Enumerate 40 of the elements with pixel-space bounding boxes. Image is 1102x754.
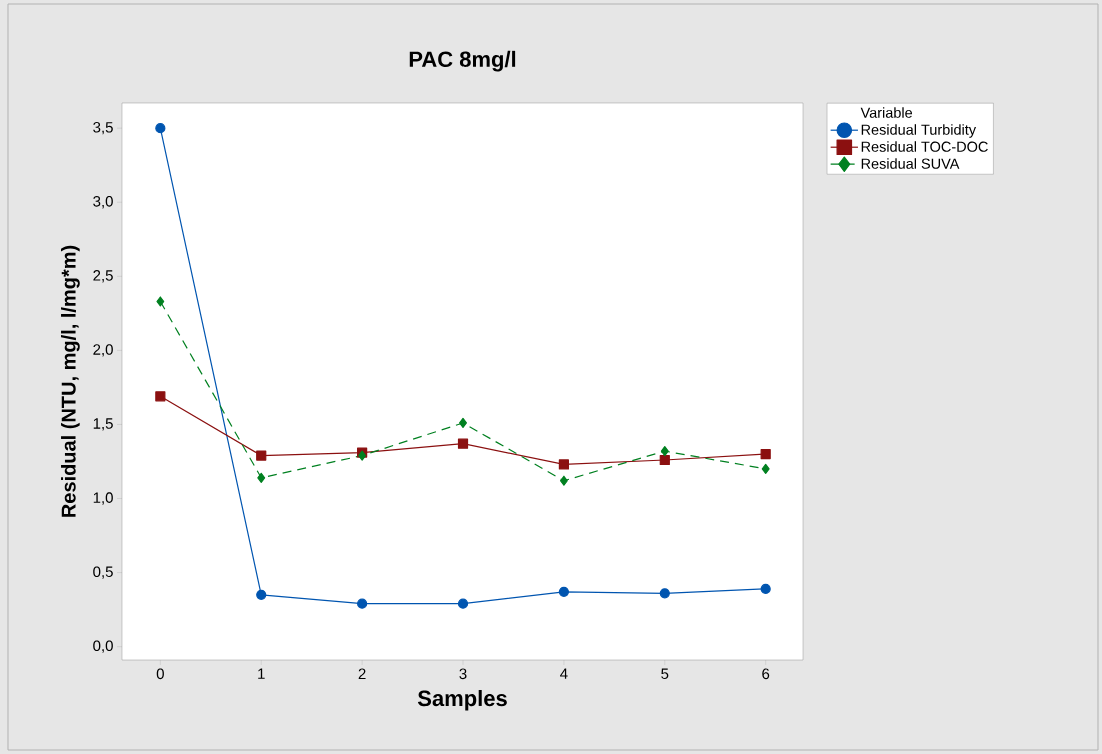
- x-tick-label: 6: [762, 668, 770, 680]
- legend-label: Residual Turbidity: [861, 124, 977, 138]
- point: [156, 296, 165, 307]
- point: [558, 586, 570, 597]
- y-axis-title: Residual (NTU, mg/l, l/mg*m): [61, 245, 80, 517]
- point: [559, 475, 568, 486]
- x-tick-label: 3: [459, 668, 467, 680]
- point: [760, 448, 771, 460]
- point: [257, 472, 266, 483]
- y-tick-label: 2,0: [93, 344, 113, 357]
- chart-title: PAC 8mg/l: [409, 50, 516, 72]
- point: [155, 391, 166, 402]
- x-axis-title: Samples: [417, 689, 507, 711]
- point: [457, 598, 469, 609]
- legend-label: Residual TOC-DOC: [861, 141, 988, 152]
- point: [659, 454, 670, 466]
- x-tick-label: 5: [661, 668, 669, 679]
- y-tick-label: 0,0: [93, 640, 113, 653]
- legend-title: Variable: [860, 107, 913, 118]
- point: [659, 588, 670, 599]
- point: [155, 123, 166, 134]
- y-tick-label: 0,5: [93, 566, 113, 579]
- y-tick-label: 3,5: [93, 121, 113, 135]
- point: [660, 446, 669, 457]
- point: [256, 450, 267, 461]
- point: [357, 598, 368, 609]
- y-tick-label: 1,0: [93, 492, 113, 505]
- x-tick-label: 2: [358, 668, 366, 679]
- x-tick-label: 1: [258, 668, 265, 679]
- point: [760, 583, 771, 594]
- y-tick-label: 3,0: [93, 196, 113, 209]
- y-tick-label: 2,5: [93, 270, 113, 283]
- legend-label: Residual SUVA: [861, 158, 960, 169]
- point: [457, 438, 469, 449]
- point: [558, 459, 570, 470]
- x-tick-label: 0: [156, 668, 164, 680]
- y-tick-label: 1,5: [93, 418, 113, 431]
- point: [256, 589, 267, 600]
- x-tick-label: 4: [560, 668, 568, 679]
- point: [761, 463, 770, 474]
